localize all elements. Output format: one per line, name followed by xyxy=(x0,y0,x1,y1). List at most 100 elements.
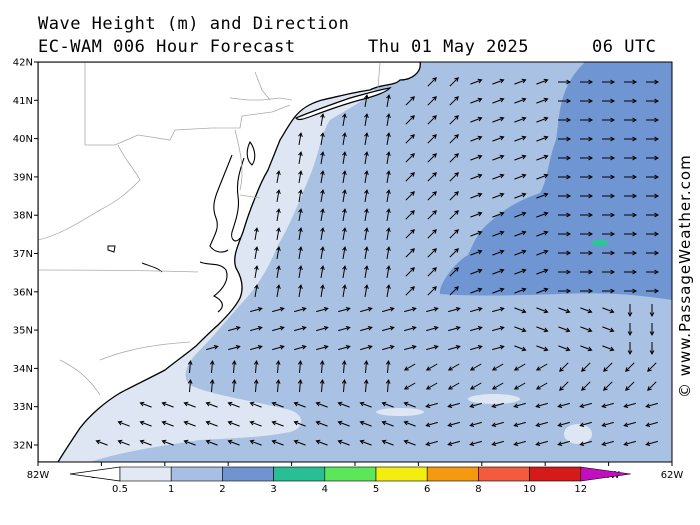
direction-arrow xyxy=(364,132,369,145)
colorbar-segment xyxy=(324,466,377,482)
direction-arrow xyxy=(535,421,548,427)
direction-arrow xyxy=(536,97,549,104)
direction-arrow xyxy=(470,78,483,85)
direction-arrow xyxy=(557,402,570,408)
direction-arrow xyxy=(602,79,616,85)
direction-arrow xyxy=(625,381,635,391)
direction-arrow xyxy=(448,307,461,313)
direction-arrow xyxy=(470,135,483,142)
direction-arrow xyxy=(470,97,483,104)
colorbar-segment xyxy=(426,466,479,482)
calm-patch xyxy=(376,408,424,416)
direction-arrow xyxy=(320,246,325,259)
direction-arrow xyxy=(95,439,108,446)
direction-arrow xyxy=(624,250,638,256)
lat-tick-label: 37N xyxy=(13,249,33,260)
direction-arrow xyxy=(253,378,259,393)
direction-arrow xyxy=(470,173,483,180)
direction-arrow xyxy=(342,189,347,202)
lat-tick-label: 32N xyxy=(13,441,33,452)
direction-arrow xyxy=(647,362,657,372)
direction-arrow xyxy=(206,345,219,351)
direction-arrow xyxy=(580,136,594,142)
direction-arrow xyxy=(117,420,130,427)
direction-arrow xyxy=(205,420,218,427)
direction-arrow xyxy=(449,115,459,125)
direction-arrow xyxy=(559,381,569,391)
direction-arrow xyxy=(536,249,549,256)
direction-arrow xyxy=(364,246,369,259)
direction-arrow xyxy=(649,304,655,318)
direction-arrow xyxy=(536,268,549,275)
direction-arrow xyxy=(427,172,437,182)
direction-arrow xyxy=(427,229,437,239)
direction-arrow xyxy=(250,345,263,351)
direction-arrow xyxy=(276,208,281,221)
direction-arrow xyxy=(405,229,415,239)
direction-arrow xyxy=(469,402,482,408)
direction-arrow xyxy=(320,265,325,278)
direction-arrow xyxy=(558,231,572,237)
direction-arrow xyxy=(449,229,459,239)
direction-arrow xyxy=(425,440,438,446)
direction-arrow xyxy=(337,439,350,446)
colorbar-label: 6 xyxy=(424,484,430,495)
direction-arrow xyxy=(580,193,594,199)
colorbar-label: 5 xyxy=(373,484,379,495)
colorbar-segment xyxy=(529,466,582,482)
land-mass xyxy=(38,62,421,462)
direction-arrow xyxy=(536,230,549,237)
direction-arrow xyxy=(624,79,638,85)
direction-arrow xyxy=(469,382,482,390)
direction-arrow xyxy=(492,173,505,180)
model-label: EC-WAM 006 Hour Forecast xyxy=(38,37,296,57)
direction-arrow xyxy=(404,345,417,351)
direction-arrow xyxy=(602,193,616,199)
direction-arrow xyxy=(558,98,572,104)
direction-arrow xyxy=(558,136,572,142)
lat-tick-label: 39N xyxy=(13,172,33,183)
direction-arrow xyxy=(470,307,483,313)
direction-arrow xyxy=(276,227,281,240)
direction-arrow xyxy=(513,382,526,390)
direction-arrow xyxy=(492,268,505,275)
direction-arrow xyxy=(536,154,549,161)
direction-arrow xyxy=(514,211,527,218)
chesapeake-shoreline xyxy=(209,154,233,253)
lake-shoreline xyxy=(107,245,116,253)
direction-arrow xyxy=(514,173,527,180)
direction-arrow xyxy=(341,359,347,374)
direction-arrow xyxy=(492,154,505,161)
direction-arrow xyxy=(161,401,174,408)
direction-arrow xyxy=(319,359,325,374)
direction-arrow xyxy=(449,134,459,144)
direction-arrow xyxy=(276,170,281,183)
lat-tick-label: 38N xyxy=(13,211,33,222)
direction-arrow xyxy=(271,401,284,408)
direction-arrow xyxy=(536,287,549,294)
colorbar-label: 10 xyxy=(523,484,536,495)
direction-arrow xyxy=(580,307,593,314)
direction-arrow xyxy=(405,115,415,125)
direction-arrow xyxy=(427,77,437,87)
direction-arrow xyxy=(360,345,373,351)
direction-arrow xyxy=(447,440,460,446)
direction-arrow xyxy=(386,227,391,240)
direction-arrow xyxy=(426,307,439,313)
direction-arrow xyxy=(139,420,152,427)
direction-arrow xyxy=(342,170,347,183)
direction-arrow xyxy=(386,246,391,259)
direction-arrow xyxy=(342,113,347,126)
direction-arrow xyxy=(249,420,262,427)
direction-arrow xyxy=(382,326,395,332)
direction-arrow xyxy=(649,342,655,356)
direction-arrow xyxy=(298,189,303,202)
direction-arrow xyxy=(492,192,505,199)
direction-arrow xyxy=(293,401,306,408)
direction-arrow xyxy=(514,230,527,237)
direction-arrow xyxy=(646,79,660,85)
direction-arrow xyxy=(647,381,657,391)
direction-arrow xyxy=(316,326,329,332)
direction-arrow xyxy=(602,307,615,314)
